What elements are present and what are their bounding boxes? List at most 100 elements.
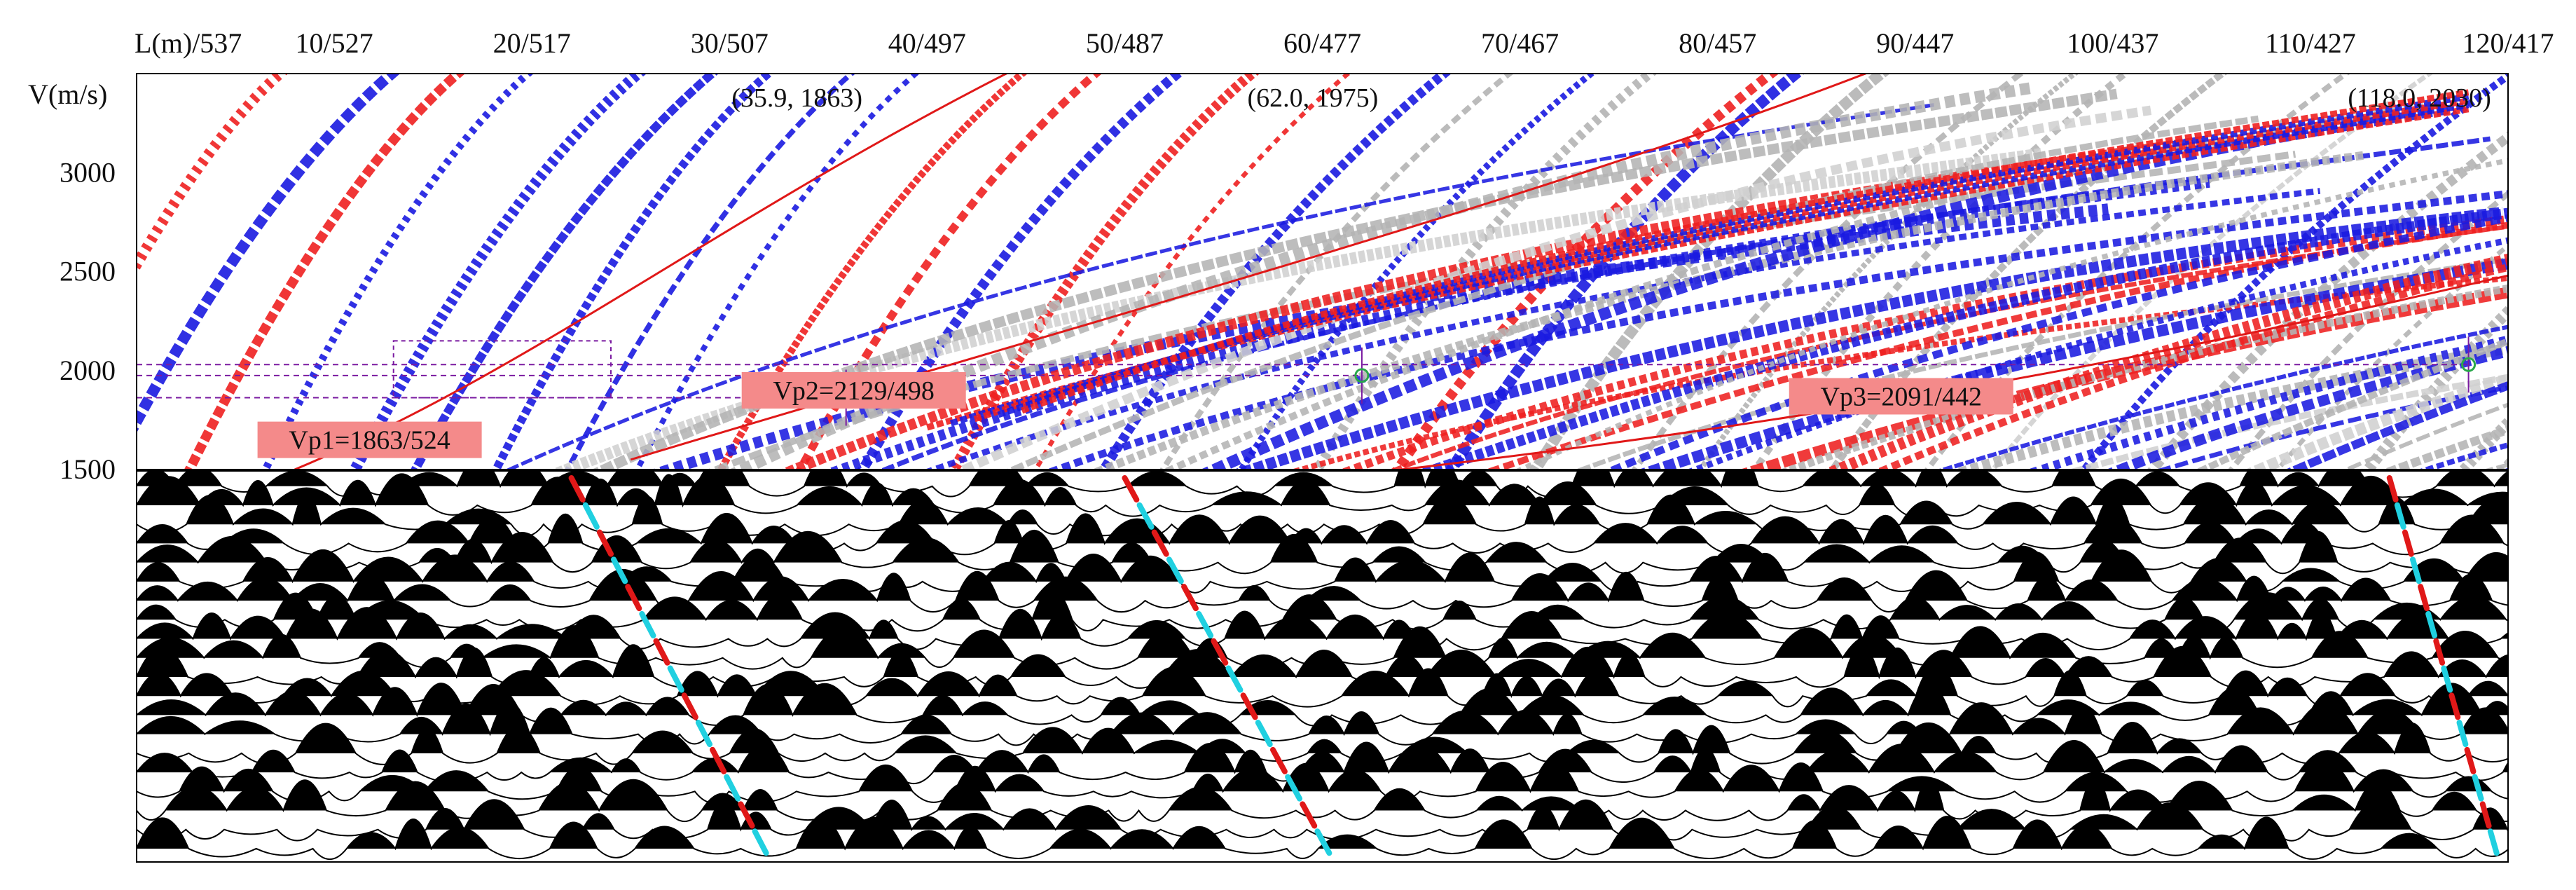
first-arrival-pick-segment: [625, 584, 642, 612]
first-arrival-pick-segment: [568, 475, 586, 503]
picked-region-box: [392, 340, 612, 399]
velocity-label: Vp3=2091/442: [1821, 382, 1982, 411]
first-arrival-pick-segment: [738, 801, 755, 829]
trace-fill: [137, 569, 2493, 601]
trace-fill: [137, 474, 2508, 505]
top-tick-label: 120/417: [2462, 27, 2554, 59]
trace-fill: [137, 816, 2438, 849]
first-arrival-pick-segment: [724, 774, 741, 802]
spectrum-band: [634, 74, 921, 470]
first-arrival-pick-segment: [710, 746, 727, 774]
picked-point-marker: [1354, 368, 1370, 383]
spectrum-band: [2245, 373, 2508, 470]
picked-point-marker: [2461, 357, 2477, 372]
spectrum-band: [1828, 74, 2229, 470]
spectrum-band: [1046, 190, 2508, 470]
spectrum-band: [261, 74, 534, 470]
spectrum-band: [1990, 74, 2434, 470]
spectrum-band: [953, 105, 2152, 470]
spectrum-band: [2106, 345, 2508, 470]
first-arrival-pick-segment: [2418, 584, 2430, 612]
first-arrival-pick-segment: [1285, 774, 1303, 802]
trace-fill: [137, 589, 2507, 620]
first-arrival-pick-segment: [2394, 502, 2406, 530]
first-arrival-pick-segment: [653, 638, 670, 666]
top-tick-label: 110/427: [2265, 27, 2356, 59]
first-arrival-pick-segment: [639, 610, 656, 638]
first-arrival-pick-segment: [681, 692, 698, 720]
y-tick-label: 3000: [60, 156, 116, 188]
velocity-label-background: [1789, 378, 2013, 415]
spectrum-band: [491, 74, 775, 470]
trace-line: [137, 799, 2508, 842]
spectrum-band: [137, 74, 401, 433]
spectrum-band: [825, 177, 2210, 470]
trace-line: [137, 569, 2508, 613]
top-tick-label: 70/467: [1481, 27, 1559, 59]
top-tick-label: 20/517: [493, 27, 571, 59]
top-tick-label: 100/437: [2067, 27, 2158, 59]
spectrum-band: [1936, 324, 2508, 470]
first-arrival-pick-segment: [1269, 746, 1288, 774]
first-arrival-pick-segment: [2425, 610, 2438, 638]
traces-frame: [136, 470, 2509, 863]
trace-fill: [137, 608, 2508, 639]
velocity-spectrum-heatmap: [137, 74, 2576, 477]
first-arrival-pick-segment: [1300, 801, 1318, 829]
spectrum-band: [1021, 89, 2470, 414]
top-tick-label: 10/527: [296, 27, 373, 59]
first-arrival-pick-segment: [1196, 610, 1214, 638]
y-tick-label: 1500: [60, 453, 116, 485]
first-arrival-pick-segment: [2456, 720, 2469, 748]
first-arrival-pick-segment: [1136, 502, 1155, 530]
first-arrival-pick-segment: [1166, 556, 1184, 584]
y-axis-ticks: 3000 2500 2000 1500: [60, 156, 142, 485]
spectrum-band: [2560, 133, 2576, 477]
first-arrival-pick-segment: [2487, 828, 2500, 856]
picked-point-label: (35.9, 1863): [731, 83, 862, 113]
trace-line: [137, 549, 2508, 594]
y-axis-title: V(m/s): [28, 78, 107, 110]
trace-line: [137, 473, 2508, 517]
first-arrival-pick-segment: [596, 529, 614, 557]
spectrum-band: [1391, 74, 1779, 470]
spectrum-band: [2195, 337, 2508, 470]
y-tick-label: 2000: [60, 355, 116, 386]
velocity-label: Vp2=2129/498: [773, 376, 934, 406]
first-arrival-pick-segment: [2472, 774, 2484, 802]
trace-line: [137, 607, 2508, 651]
spectrum-band: [410, 74, 719, 470]
first-arrival-pick-segment: [667, 665, 684, 693]
trace-fill: [137, 664, 2508, 697]
first-arrival-pick-segment: [2409, 556, 2422, 584]
spectrum-band: [1485, 221, 2508, 470]
trace-fill: [179, 760, 2492, 792]
first-arrival-pick-segment: [2448, 692, 2461, 720]
spectrum-frame: [136, 73, 2509, 470]
trace-line: [137, 701, 2508, 746]
fitted-curve: [1401, 274, 2508, 470]
spectrum-band: [2069, 374, 2508, 470]
top-tick-label: 90/447: [1876, 27, 1954, 59]
first-arrival-pick-segment: [2441, 665, 2453, 693]
top-tick-label: 40/497: [888, 27, 966, 59]
spectrum-band: [2027, 335, 2508, 470]
trace-fill: [137, 645, 2508, 677]
first-arrival-pick-segment: [1151, 529, 1169, 557]
top-tick-label: 30/507: [691, 27, 769, 59]
spectrum-band: [184, 74, 466, 470]
first-arrival-pick-segment: [1240, 692, 1258, 720]
first-arrival-pick-segment: [752, 828, 769, 856]
velocity-label: Vp1=1863/524: [289, 426, 450, 456]
first-arrival-pick-segment: [2479, 801, 2492, 829]
spectrum-band: [2285, 381, 2508, 470]
spectrum-band: [1418, 207, 2508, 470]
first-arrival-pick-segment: [2464, 746, 2477, 774]
spectrum-band: [2228, 190, 2508, 470]
first-arrival-pick-segment: [1255, 720, 1273, 748]
top-axis-ticks: 10/527 20/517 30/507 40/497 50/487 60/477 70/4…: [296, 27, 2554, 79]
trace-fill: [137, 683, 2508, 716]
spectrum-band: [564, 74, 856, 470]
seismic-wiggle-traces: [137, 471, 2508, 860]
